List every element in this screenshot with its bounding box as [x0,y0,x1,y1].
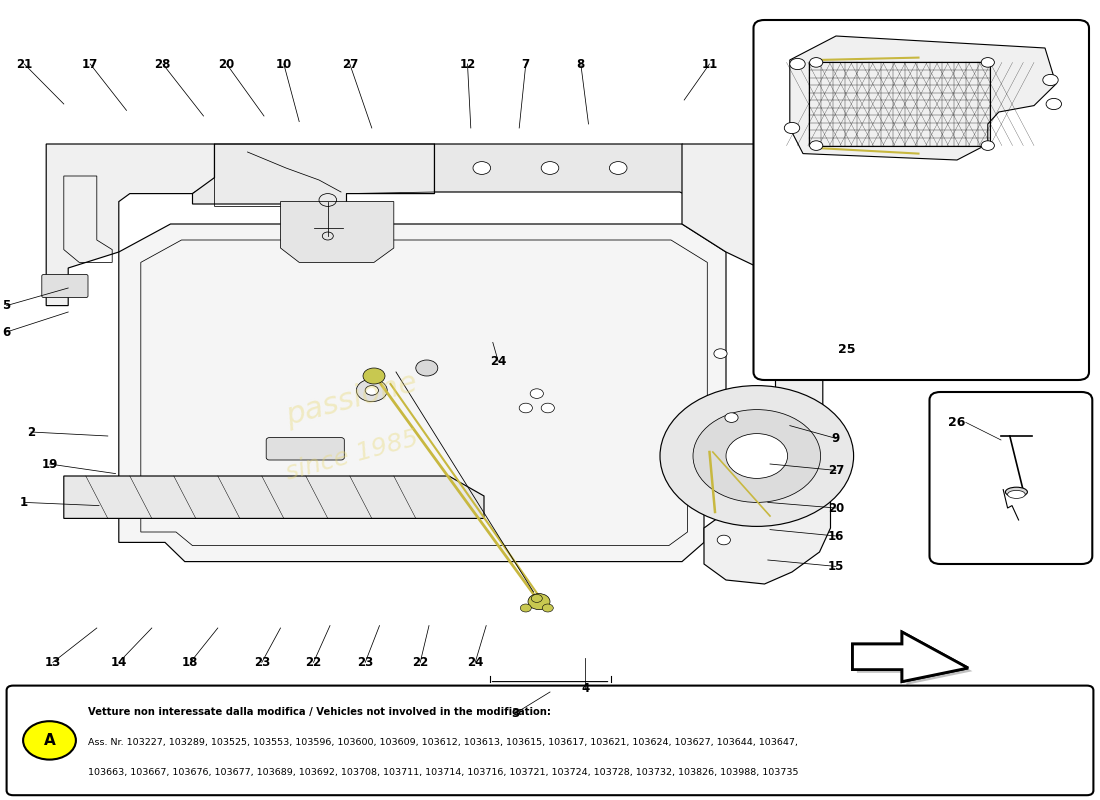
Polygon shape [46,144,214,306]
Polygon shape [64,476,484,518]
Text: 2: 2 [26,426,35,438]
Ellipse shape [1005,487,1027,497]
Circle shape [981,58,994,67]
Text: 27: 27 [342,58,358,70]
Text: 19: 19 [42,458,57,470]
Text: 23: 23 [254,656,270,669]
Circle shape [473,162,491,174]
Text: 17: 17 [82,58,98,70]
Polygon shape [857,635,972,685]
Text: 20: 20 [219,58,234,70]
Text: 27: 27 [828,464,844,477]
Circle shape [363,368,385,384]
Text: 8: 8 [576,58,585,70]
Text: 103663, 103667, 103676, 103677, 103689, 103692, 103708, 103711, 103714, 103716, : 103663, 103667, 103676, 103677, 103689, … [88,768,799,777]
Circle shape [1043,74,1058,86]
FancyBboxPatch shape [7,686,1093,795]
Polygon shape [852,632,968,682]
FancyBboxPatch shape [930,392,1092,564]
Circle shape [660,386,854,526]
Text: 24: 24 [491,355,506,368]
Text: E: E [112,263,284,505]
Circle shape [542,604,553,612]
Circle shape [528,594,550,610]
Circle shape [541,162,559,174]
Text: 1: 1 [20,496,29,509]
Polygon shape [852,632,968,682]
Circle shape [693,410,821,502]
FancyBboxPatch shape [754,20,1089,380]
Text: Ass. Nr. 103227, 103289, 103525, 103553, 103596, 103600, 103609, 103612, 103613,: Ass. Nr. 103227, 103289, 103525, 103553,… [88,738,798,747]
Text: 7: 7 [521,58,530,70]
Text: passione: passione [283,369,421,431]
FancyBboxPatch shape [266,438,344,460]
Ellipse shape [1008,490,1025,498]
Text: 9: 9 [832,432,840,445]
Text: 22: 22 [412,656,428,669]
Text: 16: 16 [828,530,844,542]
Text: 23: 23 [358,656,373,669]
Circle shape [717,535,730,545]
Circle shape [981,141,994,150]
Text: 4: 4 [581,682,590,694]
Text: 14: 14 [111,656,126,669]
Circle shape [530,389,543,398]
Text: 12: 12 [460,58,475,70]
Text: 21: 21 [16,58,32,70]
Circle shape [790,58,805,70]
Text: 22: 22 [306,656,321,669]
Text: 11: 11 [702,58,717,70]
Circle shape [784,122,800,134]
Circle shape [714,349,727,358]
Circle shape [520,604,531,612]
Text: 26: 26 [948,416,966,429]
Polygon shape [790,36,1056,160]
Text: 25: 25 [838,343,856,356]
Circle shape [519,403,532,413]
Circle shape [609,162,627,174]
Circle shape [1046,98,1062,110]
Circle shape [541,403,554,413]
Text: 10: 10 [276,58,292,70]
Text: since 1985: since 1985 [283,426,421,486]
Text: 24: 24 [468,656,483,669]
Polygon shape [280,202,394,262]
Text: 28: 28 [155,58,170,70]
Text: 13: 13 [45,656,60,669]
Text: 5: 5 [2,299,11,312]
Polygon shape [119,224,726,562]
Text: 6: 6 [2,326,11,338]
Circle shape [356,379,387,402]
Circle shape [725,413,738,422]
Circle shape [810,58,823,67]
Circle shape [23,722,76,760]
Text: 18: 18 [183,656,198,669]
Text: A: A [44,733,55,748]
Text: 20: 20 [828,502,844,514]
Text: 15: 15 [828,560,844,573]
Text: 3: 3 [510,707,519,720]
Circle shape [365,386,378,395]
Polygon shape [434,144,715,208]
Circle shape [416,360,438,376]
Circle shape [726,434,788,478]
Circle shape [810,141,823,150]
Polygon shape [192,144,434,204]
Text: Vetture non interessate dalla modifica / Vehicles not involved in the modificati: Vetture non interessate dalla modifica /… [88,707,551,718]
Polygon shape [682,144,830,584]
Circle shape [531,594,542,602]
FancyBboxPatch shape [42,274,88,298]
